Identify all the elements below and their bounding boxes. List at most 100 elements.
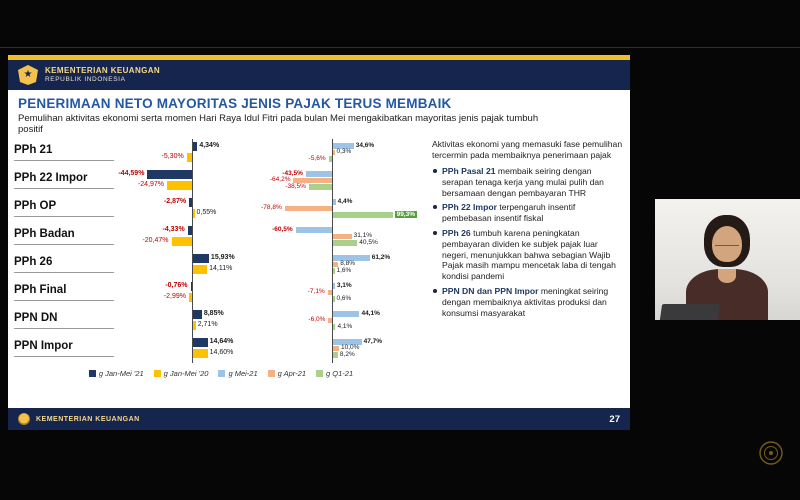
bar-value-label: 2,71% [197, 321, 218, 328]
bullet-item-0: PPh Pasal 21 membaik seiring dengan sera… [432, 166, 624, 198]
bar-value-label: 14,60% [209, 349, 234, 356]
bar-g-Q1-21 [333, 296, 335, 302]
legend-label: g Jan-Mei '20 [163, 369, 209, 378]
bar-value-label: -5,6% [308, 154, 326, 162]
bar-value-label: 8,2% [339, 350, 355, 358]
bar-value-label: -0,76% [165, 282, 188, 289]
corner-emblem-icon [759, 441, 783, 465]
bar-value-label: 4,1% [337, 322, 353, 330]
bar-g-Apr-21 [333, 345, 339, 351]
bar-g-Jan-Mei--21 [193, 338, 208, 347]
bar-g-Q1-21 [308, 184, 332, 190]
bar-g-Jan-Mei--21 [193, 254, 209, 263]
slide-subtitle: Pemulihan aktivitas ekonomi serta momen … [18, 113, 539, 135]
chart2-cell: 61,2% 8,8% 1,6% [254, 251, 428, 279]
bar-g-Q1-21 [333, 212, 393, 218]
bar-value-label: 44,1% [361, 309, 380, 317]
chart-axis-line [192, 251, 193, 279]
bar-g-Jan-Mei--21 [147, 170, 192, 179]
legend-item: g Apr-21 [267, 369, 306, 378]
bar-g-Mei-21 [333, 199, 336, 205]
bullet-text: PPh 26 tumbuh karena peningkatan pembaya… [442, 227, 616, 282]
page-number: 27 [609, 413, 620, 425]
chart-axis-line [332, 167, 333, 195]
chart2-cell: 4,4% -78,8% 99,3% [254, 195, 428, 223]
chart-axis-line [332, 279, 333, 307]
kemenkeu-logo-icon: ★ [18, 65, 38, 85]
chart-axis-line [192, 167, 193, 195]
chart-axis-line [332, 307, 333, 335]
category-label: PPN DN [14, 307, 114, 329]
chart-axis-line [192, 335, 193, 363]
bar-value-label: -2,99% [163, 293, 187, 300]
bar-g-Apr-21 [333, 149, 335, 155]
chart-row-ppn-impor: PPN Impor 14,64% 14,60% 47,7% 10,0% 8,2% [14, 335, 428, 363]
bar-value-label: -7,1% [307, 288, 325, 295]
chart-axis-line [332, 223, 333, 251]
bar-value-label: 0,6% [336, 294, 352, 302]
chart2-cell: 47,7% 10,0% 8,2% [254, 335, 428, 363]
bar-value-label: -43,5% [282, 169, 303, 177]
bar-g-Apr-21 [284, 205, 332, 211]
bar-g-Mei-21 [333, 311, 360, 317]
bar-g-Mei-21 [333, 283, 335, 289]
bar-g-Jan-Mei--20 [193, 209, 195, 218]
chart1-cell: 15,93% 14,11% [114, 251, 254, 279]
chart-axis-line [192, 307, 193, 335]
bar-value-label: -44,59% [118, 170, 145, 177]
bar-g-Apr-21 [328, 317, 332, 323]
bullet-item-1: PPh 22 Impor terpengaruh insentif pembeb… [432, 202, 624, 224]
kemenkeu-footer-logo-icon [18, 413, 30, 425]
chart2-cell: 44,1% -6,0% 4,1% [254, 307, 428, 335]
speaker-glasses [715, 239, 739, 246]
speaker-video-tile[interactable] [655, 199, 800, 320]
chart-axis-line [332, 139, 333, 167]
bar-g-Mei-21 [333, 339, 362, 345]
bullet-item-2: PPh 26 tumbuh karena peningkatan pembaya… [432, 228, 624, 282]
bar-value-label: 47,7% [363, 337, 383, 345]
chart-row-pph-21: PPh 21 4,34% -5,30% 34,6% 0,3% -5,6% [14, 139, 428, 167]
chart2-cell: 34,6% 0,3% -5,6% [254, 139, 428, 167]
chart-axis-line [332, 195, 333, 223]
bar-g-Mei-21 [305, 171, 332, 177]
category-label: PPh Badan [14, 223, 114, 245]
chart-row-pph-badan: PPh Badan -4,33% -20,47% -60,5% 31,1% 40,5% [14, 223, 428, 251]
bar-g-Jan-Mei--20 [193, 321, 196, 330]
bar-g-Jan-Mei--20 [193, 265, 208, 274]
legend-swatch-icon [316, 370, 324, 377]
bar-value-label: -20,47% [142, 237, 169, 244]
bar-g-Jan-Mei--20 [186, 153, 192, 162]
chart1-cell: -4,33% -20,47% [114, 223, 254, 251]
bar-g-Mei-21 [333, 255, 370, 261]
chart-axis-line [332, 251, 333, 279]
ministry-name: KEMENTERIAN KEUANGAN REPUBLIK INDONESIA [45, 66, 160, 84]
bar-value-label: 0,55% [196, 209, 217, 216]
bar-value-label: -64,2% [269, 176, 291, 183]
category-label: PPh OP [14, 195, 114, 217]
bar-g-Mei-21 [333, 143, 354, 149]
bar-value-label: -2,87% [163, 198, 187, 205]
bar-value-label: -4,33% [162, 226, 185, 233]
bar-g-Q1-21 [333, 324, 336, 330]
legend-swatch-icon [153, 370, 161, 377]
bar-value-label: 14,64% [209, 338, 234, 345]
legend-swatch-icon [88, 370, 96, 377]
chart1-cell: 8,85% 2,71% [114, 307, 254, 335]
gold-top-strip [8, 55, 630, 60]
legend-swatch-icon [267, 370, 275, 377]
bar-g-Apr-21 [293, 177, 332, 183]
bar-value-label: -6,0% [308, 316, 326, 323]
bar-value-label: 99,3% [394, 210, 418, 218]
bullet-text: PPh Pasal 21 membaik seiring dengan sera… [442, 166, 604, 198]
chart-row-pph-final: PPh Final -0,76% -2,99% 3,1% -7,1% 0,6% [14, 279, 428, 307]
chart-row-pph-op: PPh OP -2,87% 0,55% 4,4% -78,8% 99,3% [14, 195, 428, 223]
bar-value-label: 4,34% [199, 142, 220, 149]
chart-axis-line [192, 279, 193, 307]
legend-label: g Jan-Mei '21 [98, 369, 144, 378]
chart2-cell: -60,5% 31,1% 40,5% [254, 223, 428, 251]
ministry-line2: REPUBLIK INDONESIA [45, 76, 126, 83]
chart1-cell: 4,34% -5,30% [114, 139, 254, 167]
chart2-cell: 3,1% -7,1% 0,6% [254, 279, 428, 307]
bullet-text: PPN DN dan PPN Impor meningkat seiring d… [442, 285, 609, 318]
